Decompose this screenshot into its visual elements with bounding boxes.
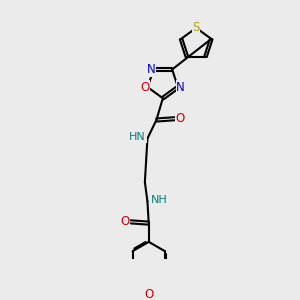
- Text: HN: HN: [129, 132, 146, 142]
- Text: S: S: [193, 21, 200, 34]
- Text: O: O: [176, 112, 184, 125]
- Text: O: O: [121, 215, 130, 228]
- Text: N: N: [146, 63, 155, 76]
- Text: N: N: [176, 81, 185, 94]
- Text: O: O: [140, 81, 150, 94]
- Text: NH: NH: [151, 195, 167, 205]
- Text: O: O: [144, 288, 153, 300]
